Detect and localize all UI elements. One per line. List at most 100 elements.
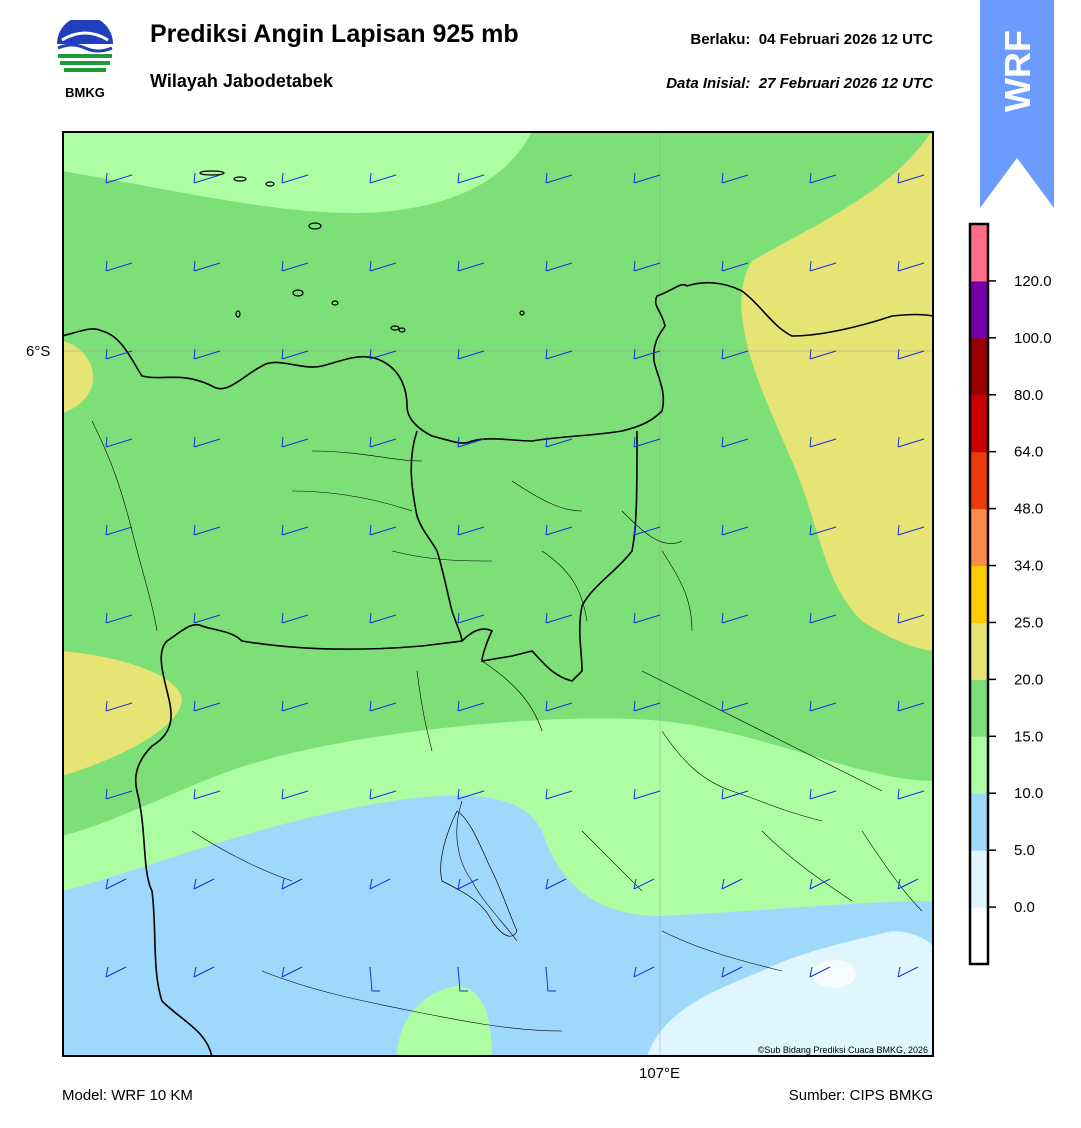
wind-barb (633, 436, 661, 448)
colorbar-tick-label: 5.0 (1014, 842, 1035, 859)
coastline (62, 281, 934, 444)
wind-barb (457, 348, 485, 360)
colorbar-swatch (970, 850, 988, 908)
wind-barb (369, 172, 397, 184)
wind-barb (721, 436, 749, 448)
wind-barb (633, 260, 661, 272)
colorbar-swatch (970, 679, 988, 737)
wind-barb (281, 260, 309, 272)
colorbar-tick-label: 34.0 (1014, 558, 1043, 575)
lat-label: 6°S (26, 343, 51, 360)
colorbar-swatch (970, 622, 988, 680)
wind-map: ©Sub Bidang Prediksi Cuaca BMKG, 2026 (62, 131, 934, 1057)
wind-barb (457, 788, 485, 800)
wind-barb (281, 348, 309, 360)
wind-barb (105, 612, 133, 624)
wind-barb (457, 260, 485, 272)
island (233, 176, 247, 182)
wind-barb (545, 612, 573, 624)
wind-barb (193, 348, 221, 360)
colorbar-tick-label: 0.0 (1014, 899, 1035, 916)
init-time: Data Inisial: 27 Februari 2026 12 UTC (666, 75, 933, 92)
colorbar: 0.0 5.0 10.0 15.0 20.0 25.0 34.0 48.0 64.0 80.0 10… (968, 222, 1052, 966)
wind-barb (105, 260, 133, 272)
wind-barb (281, 878, 303, 890)
colorbar-swatch (970, 907, 988, 965)
colorbar-frame (968, 222, 990, 966)
wind-barb (193, 966, 215, 978)
init-value: 27 Februari 2026 12 UTC (758, 75, 933, 92)
wind-barb (369, 878, 391, 890)
colorbar-tick-label: 120.0 (1014, 273, 1052, 290)
wind-barb (897, 788, 925, 800)
page-title: Prediksi Angin Lapisan 925 mb (150, 20, 519, 48)
island (292, 289, 304, 297)
colorbar-swatch (970, 451, 988, 510)
wind-barb (897, 878, 919, 890)
wind-barb (897, 966, 919, 978)
wind-barb (897, 172, 925, 184)
wind-barb (633, 700, 661, 712)
wind-barb (369, 966, 380, 992)
lake-outline (440, 810, 518, 937)
contour-10-15-south (397, 986, 492, 1057)
wind-barb (281, 612, 309, 624)
colorbar-swatch (970, 394, 988, 453)
wind-barb (369, 348, 397, 360)
wind-barb (193, 700, 221, 712)
wind-barb (633, 788, 661, 800)
colorbar-swatch (970, 224, 988, 282)
contour-0-5 (647, 931, 934, 1057)
wind-barb (281, 700, 309, 712)
wind-barb (809, 436, 837, 448)
init-label: Data Inisial: (666, 75, 751, 92)
wind-barb (545, 966, 556, 992)
colorbar-tick-label: 15.0 (1014, 728, 1043, 745)
calm-spot (812, 960, 856, 988)
wind-barb (809, 172, 837, 184)
wind-barb (193, 524, 221, 536)
logo-text: BMKG (65, 85, 105, 100)
colorbar-swatch (970, 280, 988, 339)
wind-barb (545, 348, 573, 360)
wind-barb (193, 172, 221, 184)
wind-barb (633, 612, 661, 624)
contour-20-25-west-mid (62, 651, 182, 776)
colorbar-tick-label: 25.0 (1014, 614, 1043, 631)
wind-barb (809, 524, 837, 536)
wind-barb (633, 524, 661, 536)
wind-barb (721, 700, 749, 712)
wind-barb (105, 700, 133, 712)
island (308, 222, 322, 230)
wind-barb (457, 966, 468, 992)
colorbar-swatch (970, 736, 988, 794)
district-lines (91, 420, 923, 1032)
province-border-1 (134, 430, 463, 1057)
wind-barb (721, 524, 749, 536)
colorbar-tick-label: 64.0 (1014, 444, 1043, 461)
wind-barb (105, 966, 127, 978)
province-border-2 (461, 430, 638, 682)
wind-barb (897, 348, 925, 360)
wrf-badge-text: WRF (997, 30, 1038, 112)
wind-barb (281, 788, 309, 800)
island (390, 325, 400, 331)
lon-label: 107°E (639, 1065, 681, 1082)
wind-barb (721, 172, 749, 184)
colorbar-swatch (970, 565, 988, 623)
wind-barb (809, 966, 831, 978)
wind-barb (721, 878, 743, 890)
island (199, 170, 225, 176)
map-copyright: ©Sub Bidang Prediksi Cuaca BMKG, 2026 (758, 1045, 928, 1055)
wind-barb (897, 260, 925, 272)
colorbar-tick-label: 10.0 (1014, 785, 1043, 802)
wind-barb (545, 436, 573, 448)
wind-barb (105, 172, 133, 184)
wind-barb (897, 524, 925, 536)
wind-barb (809, 788, 837, 800)
wind-barb (545, 524, 573, 536)
wind-barb (457, 612, 485, 624)
valid-time: Berlaku: 04 Februari 2026 12 UTC (690, 31, 933, 48)
wind-barb (809, 612, 837, 624)
wind-barb (369, 524, 397, 536)
